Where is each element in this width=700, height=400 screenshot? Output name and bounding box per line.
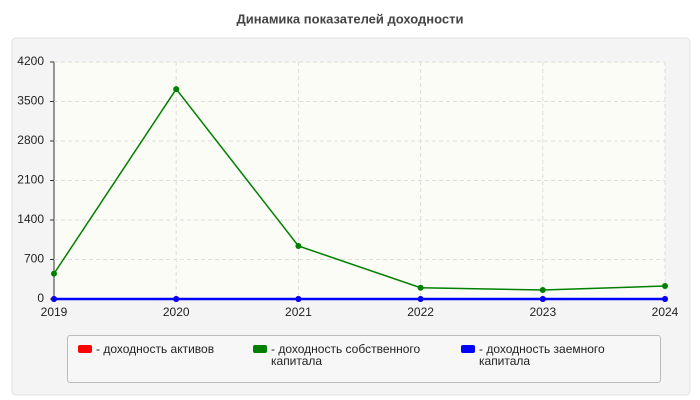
point — [173, 296, 180, 302]
chart-title: Динамика показателей доходности — [236, 11, 463, 26]
legend: - доходность активов - доходность собстве… — [67, 335, 661, 383]
point — [295, 296, 302, 302]
point — [173, 86, 180, 93]
point — [51, 270, 57, 277]
legend-item: - доходность активов — [78, 343, 238, 355]
legend-label: - доходность активов — [96, 342, 215, 356]
legend-swatch — [461, 345, 475, 353]
y-tick-label: 3500 — [17, 94, 44, 108]
legend-swatch — [78, 345, 92, 353]
x-tick-label: 2024 — [652, 305, 679, 319]
x-tick-label: 2023 — [529, 305, 556, 319]
x-tick-label: 2020 — [163, 305, 190, 319]
y-tick-label: 0 — [37, 291, 44, 305]
legend-label: - доходность заемного капитала — [479, 342, 605, 368]
point — [539, 286, 546, 293]
y-tick-label: 4200 — [17, 54, 44, 68]
point — [662, 283, 668, 290]
y-tick-label: 2100 — [17, 173, 44, 187]
y-tick-label: 2800 — [17, 133, 44, 147]
y-tick-label: 1400 — [17, 212, 44, 226]
legend-label: - доходность собственного капитала — [271, 342, 421, 368]
point — [295, 242, 302, 249]
y-tick-label: 700 — [24, 252, 44, 266]
point — [662, 296, 668, 302]
legend-item: - доходность заемного капитала — [461, 343, 621, 367]
point — [539, 296, 546, 302]
x-tick-label: 2021 — [285, 305, 312, 319]
point — [417, 284, 424, 291]
series-line — [53, 87, 666, 291]
legend-item: - доходность собственного капитала — [253, 343, 443, 367]
x-tick-label: 2022 — [407, 305, 434, 319]
point — [417, 296, 424, 302]
x-tick-label: 2019 — [41, 305, 68, 319]
point — [51, 296, 57, 302]
legend-swatch — [253, 345, 267, 353]
